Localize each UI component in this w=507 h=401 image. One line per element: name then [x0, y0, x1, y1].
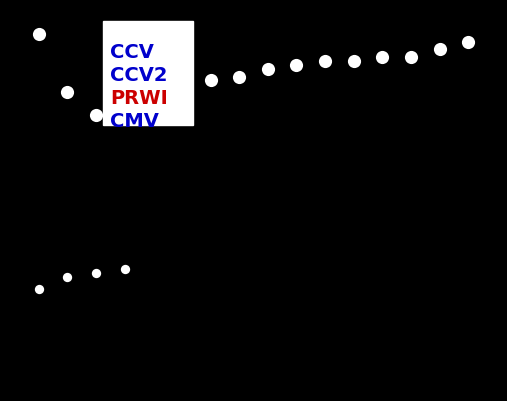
Point: [235, 74, 243, 81]
Point: [121, 267, 129, 273]
Point: [293, 63, 301, 69]
Point: [206, 78, 214, 84]
Point: [92, 113, 100, 119]
Point: [407, 55, 415, 61]
Point: [378, 55, 386, 61]
Text: CCV: CCV: [110, 43, 154, 62]
Point: [464, 39, 473, 46]
Point: [92, 270, 100, 277]
Point: [121, 105, 129, 111]
Point: [63, 274, 71, 281]
Text: PRWI: PRWI: [110, 89, 168, 108]
Point: [178, 82, 186, 88]
Point: [264, 67, 272, 73]
FancyBboxPatch shape: [102, 22, 193, 126]
Point: [34, 286, 43, 292]
Point: [321, 59, 329, 65]
Point: [63, 89, 71, 96]
Text: CCV2: CCV2: [110, 66, 167, 85]
Point: [149, 97, 157, 103]
Point: [350, 59, 358, 65]
Point: [34, 32, 43, 38]
Text: CMV: CMV: [110, 112, 159, 131]
Point: [436, 47, 444, 54]
